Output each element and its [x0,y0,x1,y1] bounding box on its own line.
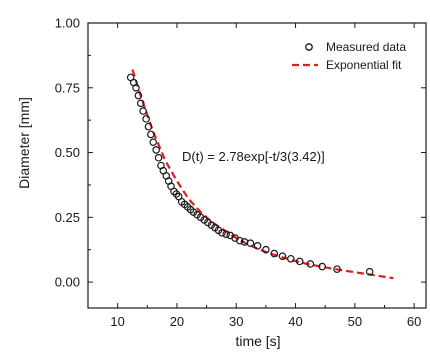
legend: Measured data Exponential fit [292,40,406,72]
x-axis-ticks: 10 20 30 40 50 60 [87,23,421,329]
x-tick-label: 20 [170,314,184,329]
data-point [152,146,160,154]
y-axis-ticks: 0.00 0.25 0.50 0.75 1.00 [55,16,426,290]
data-point [139,107,147,115]
data-point [253,242,262,250]
x-axis-title: time [s] [235,333,280,349]
data-point [286,254,295,263]
data-point [149,138,158,146]
x-tick-label: 50 [348,314,362,329]
data-point [306,260,315,268]
data-point [295,257,304,266]
data-point [142,115,150,123]
data-point [147,130,155,139]
y-tick-label: 0.50 [55,145,80,160]
data-point [154,153,163,162]
fit-line [131,69,394,280]
data-point [278,252,287,260]
x-tick-label: 40 [288,314,302,329]
data-point [218,229,226,237]
y-tick-label: 0.75 [55,80,80,95]
data-point [333,265,341,273]
data-point [134,91,143,100]
data-point [270,249,278,258]
data-point [365,267,374,276]
x-tick-label: 10 [110,314,124,329]
data-point [262,245,270,254]
data-point [144,122,153,131]
y-tick-label: 0.00 [55,275,80,290]
legend-label-measured: Measured data [326,40,406,54]
y-tick-label: 1.00 [55,16,80,31]
plot-border [87,22,427,309]
legend-label-fit: Exponential fit [326,58,402,72]
fit-line-group [131,69,394,280]
plot-frame [87,22,427,309]
fit-equation-annotation: D(t) = 2.78exp[-t/3(3.42)] [182,149,325,164]
data-point [246,239,255,248]
data-point [222,230,230,238]
y-tick-label: 0.25 [55,210,80,225]
legend-marker-measured [305,43,313,51]
data-point [318,262,327,271]
data-point [136,99,145,108]
y-axis-title: Diameter [mm] [16,97,32,189]
points-group [126,73,374,276]
x-tick-label: 30 [229,314,243,329]
x-tick-label: 60 [407,314,421,329]
data-point [132,83,140,92]
data-point [236,236,244,245]
